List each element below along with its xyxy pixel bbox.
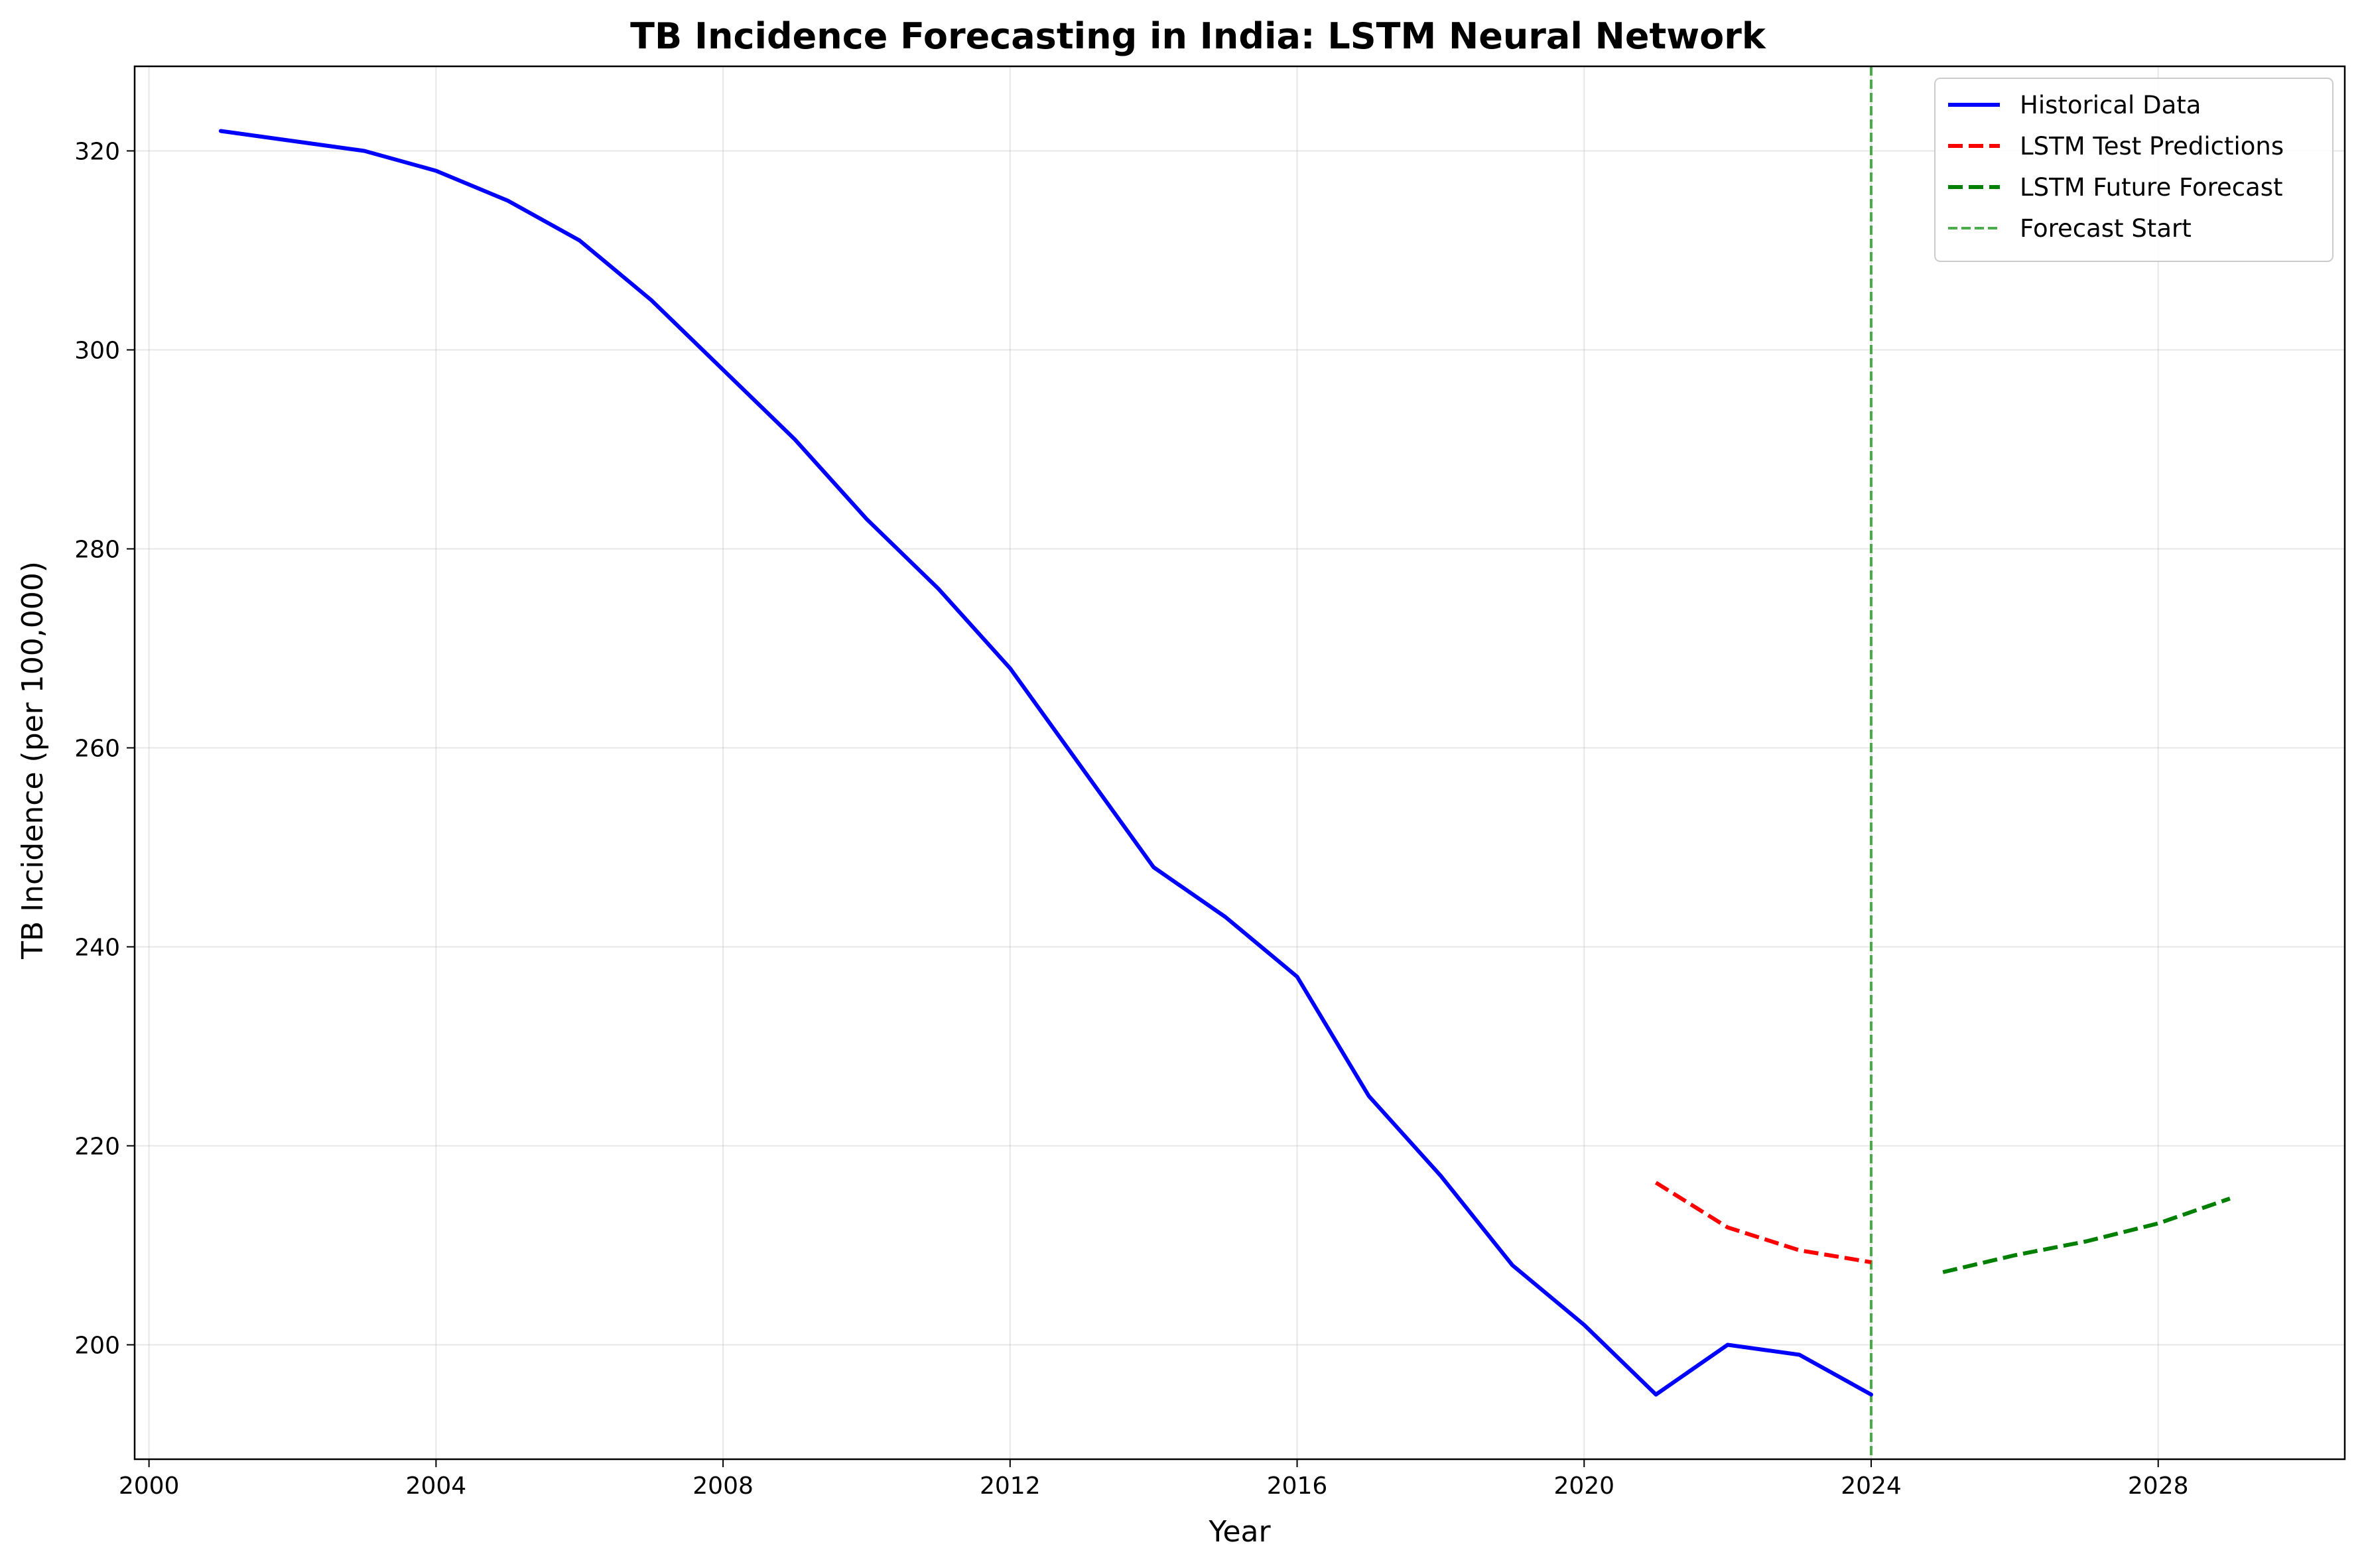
y-tick-label: 260: [74, 736, 120, 763]
x-tick-label: 2020: [1553, 1472, 1614, 1500]
x-tick-label: 2000: [119, 1472, 180, 1500]
legend: Historical Data LSTM Test Predictions LSTM…: [1934, 78, 2333, 262]
chart-title: TB Incidence Forecasting in India: LSTM …: [630, 15, 1766, 57]
y-tick-label: 200: [74, 1333, 120, 1360]
legend-box: [1934, 78, 2333, 262]
series-line-2: [1942, 1197, 2231, 1274]
ticks: 2000 2004 2008 2012 2016 2020 2024 2028 200 220 24…: [74, 139, 2188, 1500]
x-tick-label: 2028: [2128, 1472, 2189, 1500]
grid: [135, 66, 2345, 1459]
y-tick-label: 280: [74, 537, 120, 564]
series-line-1: [1654, 1181, 1872, 1264]
y-tick-label: 320: [74, 139, 120, 166]
x-tick-label: 2012: [980, 1472, 1041, 1500]
x-axis-label: Year: [1208, 1515, 1271, 1549]
plot-frame: [133, 65, 2346, 1461]
series-line-0: [218, 129, 1873, 1397]
y-axis-label: TB Incidence (per 100,000): [16, 561, 50, 960]
axes: [133, 65, 2346, 1461]
y-tick-label: 220: [74, 1134, 120, 1161]
x-tick-label: 2004: [406, 1472, 467, 1500]
legend-label: LSTM Future Forecast: [2020, 173, 2283, 202]
legend-label: Historical Data: [2020, 91, 2201, 119]
x-tick-label: 2008: [692, 1472, 754, 1500]
plot-lines: [218, 66, 2231, 1459]
legend-label: LSTM Test Predictions: [2020, 132, 2284, 161]
y-tick-label: 300: [74, 338, 120, 365]
legend-label: Forecast Start: [2020, 214, 2192, 243]
x-tick-label: 2024: [1841, 1472, 1902, 1500]
x-tick-label: 2016: [1267, 1472, 1328, 1500]
y-tick-label: 240: [74, 935, 120, 962]
